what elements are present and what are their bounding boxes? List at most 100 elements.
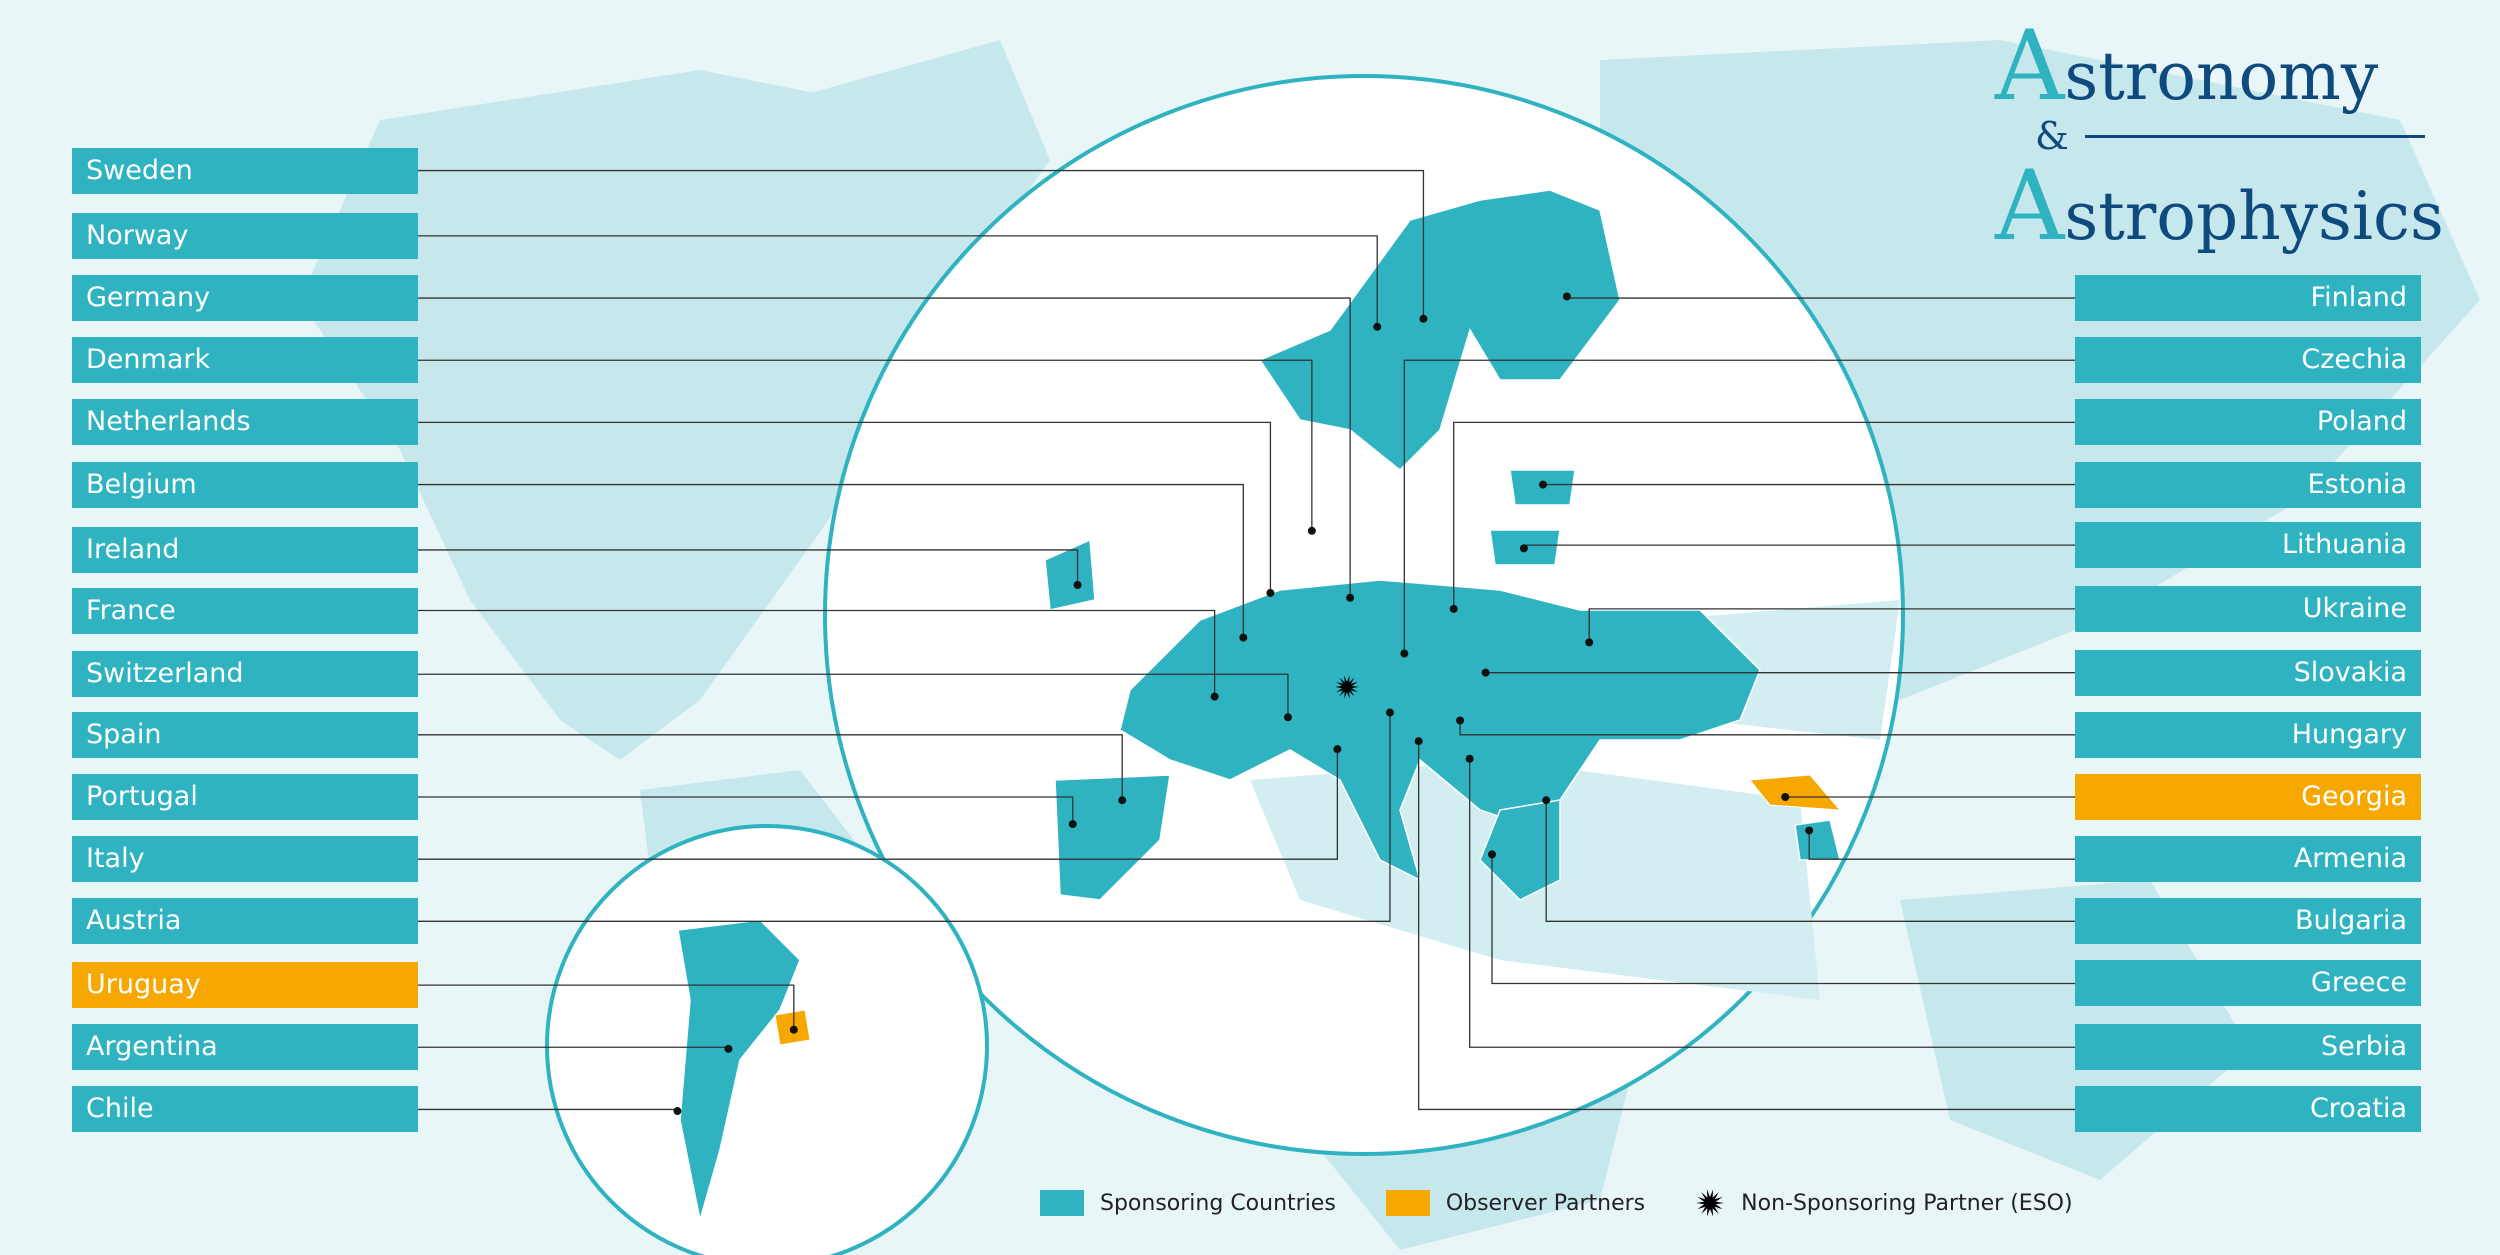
eso-starburst-icon	[1334, 675, 1359, 699]
logo-line2: strophysics	[2064, 178, 2444, 255]
leader-line-italy	[418, 749, 1339, 860]
leader-line-netherlands	[418, 421, 1272, 593]
leader-line-bulgaria	[1545, 800, 2075, 922]
country-label-chile: Chile	[72, 1086, 418, 1133]
country-label-belgium: Belgium	[72, 461, 418, 508]
location-dot-austria	[1385, 708, 1394, 717]
leader-line-croatia	[1418, 741, 2075, 1111]
country-label-ukraine: Ukraine	[2075, 585, 2421, 632]
country-label-portugal: Portugal	[72, 774, 418, 820]
country-label-croatia: Croatia	[2075, 1086, 2421, 1133]
logo-line1: stronomy	[2064, 38, 2379, 115]
logo-line2-row: Astrophysics	[1995, 158, 2444, 255]
location-dot-czechia	[1400, 649, 1409, 658]
leader-lines	[418, 169, 2075, 1116]
leader-line-serbia	[1469, 758, 2075, 1048]
country-label-bulgaria: Bulgaria	[2075, 898, 2421, 945]
location-dot-georgia	[1781, 793, 1790, 801]
location-dot-greece	[1487, 850, 1496, 859]
argentina-chile-shape	[677, 919, 801, 1221]
leader-line-france	[418, 609, 1216, 697]
location-dot-netherlands	[1266, 588, 1275, 597]
location-dot-chile	[673, 1107, 682, 1116]
location-dot-italy	[1333, 745, 1342, 754]
country-label-denmark: Denmark	[72, 337, 418, 384]
leader-line-spain	[418, 734, 1123, 801]
country-label-slovakia: Slovakia	[2075, 649, 2421, 696]
leader-line-armenia	[1808, 830, 2075, 860]
country-label-italy: Italy	[72, 836, 418, 883]
location-dot-denmark	[1307, 526, 1316, 535]
country-label-sweden: Sweden	[72, 147, 418, 194]
country-label-germany: Germany	[72, 275, 418, 322]
location-dot-ireland	[1073, 580, 1082, 589]
country-label-switzerland: Switzerland	[72, 651, 418, 698]
sponsoring-countries-shapes	[677, 189, 1841, 1221]
location-dot-serbia	[1465, 754, 1474, 763]
location-dot-uruguay	[789, 1025, 798, 1034]
location-dot-bulgaria	[1542, 796, 1551, 805]
location-dot-france	[1210, 692, 1219, 701]
georgia-shape	[1749, 774, 1842, 811]
location-dot-portugal	[1068, 820, 1077, 829]
astronomy-astrophysics-logo: Astronomy & Astrophysics	[1995, 18, 2444, 258]
leader-line-denmark	[418, 359, 1313, 531]
country-label-netherlands: Netherlands	[72, 399, 418, 446]
country-label-uruguay: Uruguay	[72, 962, 418, 1009]
location-dot-ukraine	[1585, 638, 1594, 647]
starburst-icon	[1696, 1189, 1725, 1217]
country-label-greece: Greece	[2075, 960, 2421, 1007]
country-label-georgia: Georgia	[2075, 774, 2421, 820]
country-label-serbia: Serbia	[2075, 1024, 2421, 1071]
leader-line-switzerland	[418, 673, 1289, 718]
location-dot-norway	[1373, 322, 1382, 331]
location-dot-slovakia	[1481, 668, 1490, 677]
country-label-estonia: Estonia	[2075, 461, 2421, 508]
location-dot-sweden	[1419, 314, 1428, 323]
leader-line-portugal	[418, 796, 1074, 825]
country-label-austria: Austria	[72, 898, 418, 945]
logo-rule	[2085, 135, 2425, 138]
south-america-circle	[545, 824, 989, 1255]
location-dot-switzerland	[1283, 713, 1292, 722]
leader-line-czechia	[1403, 359, 2075, 654]
location-dot-belgium	[1239, 633, 1248, 642]
leader-line-hungary	[1459, 720, 2075, 736]
country-label-armenia: Armenia	[2075, 836, 2421, 883]
leader-line-belgium	[418, 483, 1244, 638]
location-dot-poland	[1449, 604, 1458, 613]
logo-line1-row: Astronomy	[1995, 18, 2379, 115]
country-label-hungary: Hungary	[2075, 711, 2421, 758]
legend-observer: Observer Partners	[1385, 1190, 1645, 1216]
leader-line-ireland	[418, 549, 1079, 585]
logo-initial-1: A	[1995, 10, 2065, 122]
leader-line-germany	[418, 297, 1351, 598]
legend-sponsoring: Sponsoring Countries	[1040, 1190, 1336, 1216]
greece-shape	[1479, 799, 1561, 901]
location-dot-croatia	[1414, 737, 1423, 746]
country-label-argentina: Argentina	[72, 1024, 418, 1071]
leader-line-norway	[418, 235, 1378, 327]
country-label-spain: Spain	[72, 711, 418, 758]
leader-line-greece	[1491, 854, 2075, 985]
location-dot-finland	[1562, 292, 1571, 301]
logo-initial-2: A	[1995, 150, 2065, 262]
country-label-finland: Finland	[2075, 275, 2421, 322]
country-label-france: France	[72, 587, 418, 634]
teal-square-icon	[1040, 1190, 1084, 1216]
location-dot-estonia	[1538, 480, 1547, 489]
legend: Sponsoring Countries Observer Partners N…	[1040, 1188, 2073, 1218]
location-dot-spain	[1118, 796, 1127, 805]
location-dot-germany	[1346, 593, 1355, 602]
leader-line-poland	[1453, 421, 2075, 609]
location-dot-argentina	[724, 1044, 733, 1053]
location-dot-hungary	[1456, 716, 1465, 725]
legend-eso: Non-Sponsoring Partner (ESO)	[1695, 1188, 2073, 1218]
country-label-poland: Poland	[2075, 399, 2421, 446]
country-label-norway: Norway	[72, 212, 418, 259]
orange-square-icon	[1385, 1190, 1430, 1216]
leader-line-sweden	[418, 169, 1425, 319]
location-dot-armenia	[1805, 826, 1814, 835]
iberia-shape	[1054, 774, 1171, 901]
